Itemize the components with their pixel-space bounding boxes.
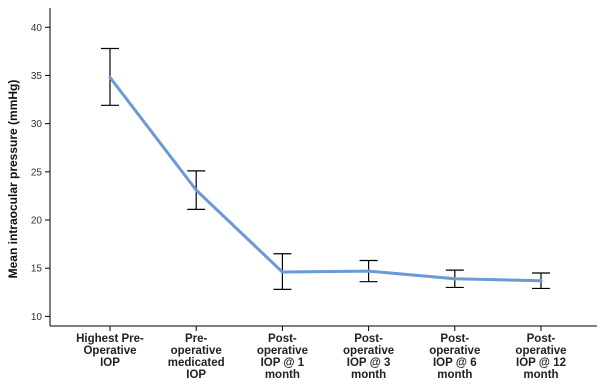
data-point — [453, 277, 457, 281]
y-tick-label: 20 — [31, 216, 43, 227]
data-point — [108, 75, 112, 79]
y-tick-label: 40 — [31, 23, 43, 34]
y-tick-label: 10 — [31, 312, 43, 323]
x-tick-label: Highest Pre-Operative IOP — [76, 333, 144, 369]
y-tick-label: 35 — [31, 71, 43, 82]
x-tick-label: Post-operative IOP @ 1 month — [257, 333, 308, 381]
y-tick-label: 30 — [31, 119, 43, 130]
y-ticks: 10 15 20 25 30 35 40 — [31, 23, 50, 323]
data-point — [280, 270, 284, 274]
series-group — [108, 75, 543, 283]
x-tick-label: Post-operative IOP @ 3 month — [343, 333, 394, 381]
x-ticks: Highest Pre-Operative IOP Pre-operative med… — [76, 326, 567, 381]
x-tick-label: Post-operative IOP @ 6 month — [429, 333, 480, 381]
x-tick-label: Post-operative IOP @ 12 month — [515, 333, 566, 381]
data-point — [194, 188, 198, 192]
chart-axes — [49, 8, 597, 327]
series-line — [108, 75, 543, 283]
x-tick-label: Pre-operative medicated IOP — [168, 333, 225, 381]
y-tick-label: 15 — [31, 264, 43, 275]
error-bars — [101, 47, 550, 290]
data-point — [367, 269, 371, 273]
data-point — [539, 279, 543, 283]
y-tick-label: 25 — [31, 167, 43, 178]
y-axis-title: Mean intraocular pressure (mmHg) — [6, 80, 20, 279]
